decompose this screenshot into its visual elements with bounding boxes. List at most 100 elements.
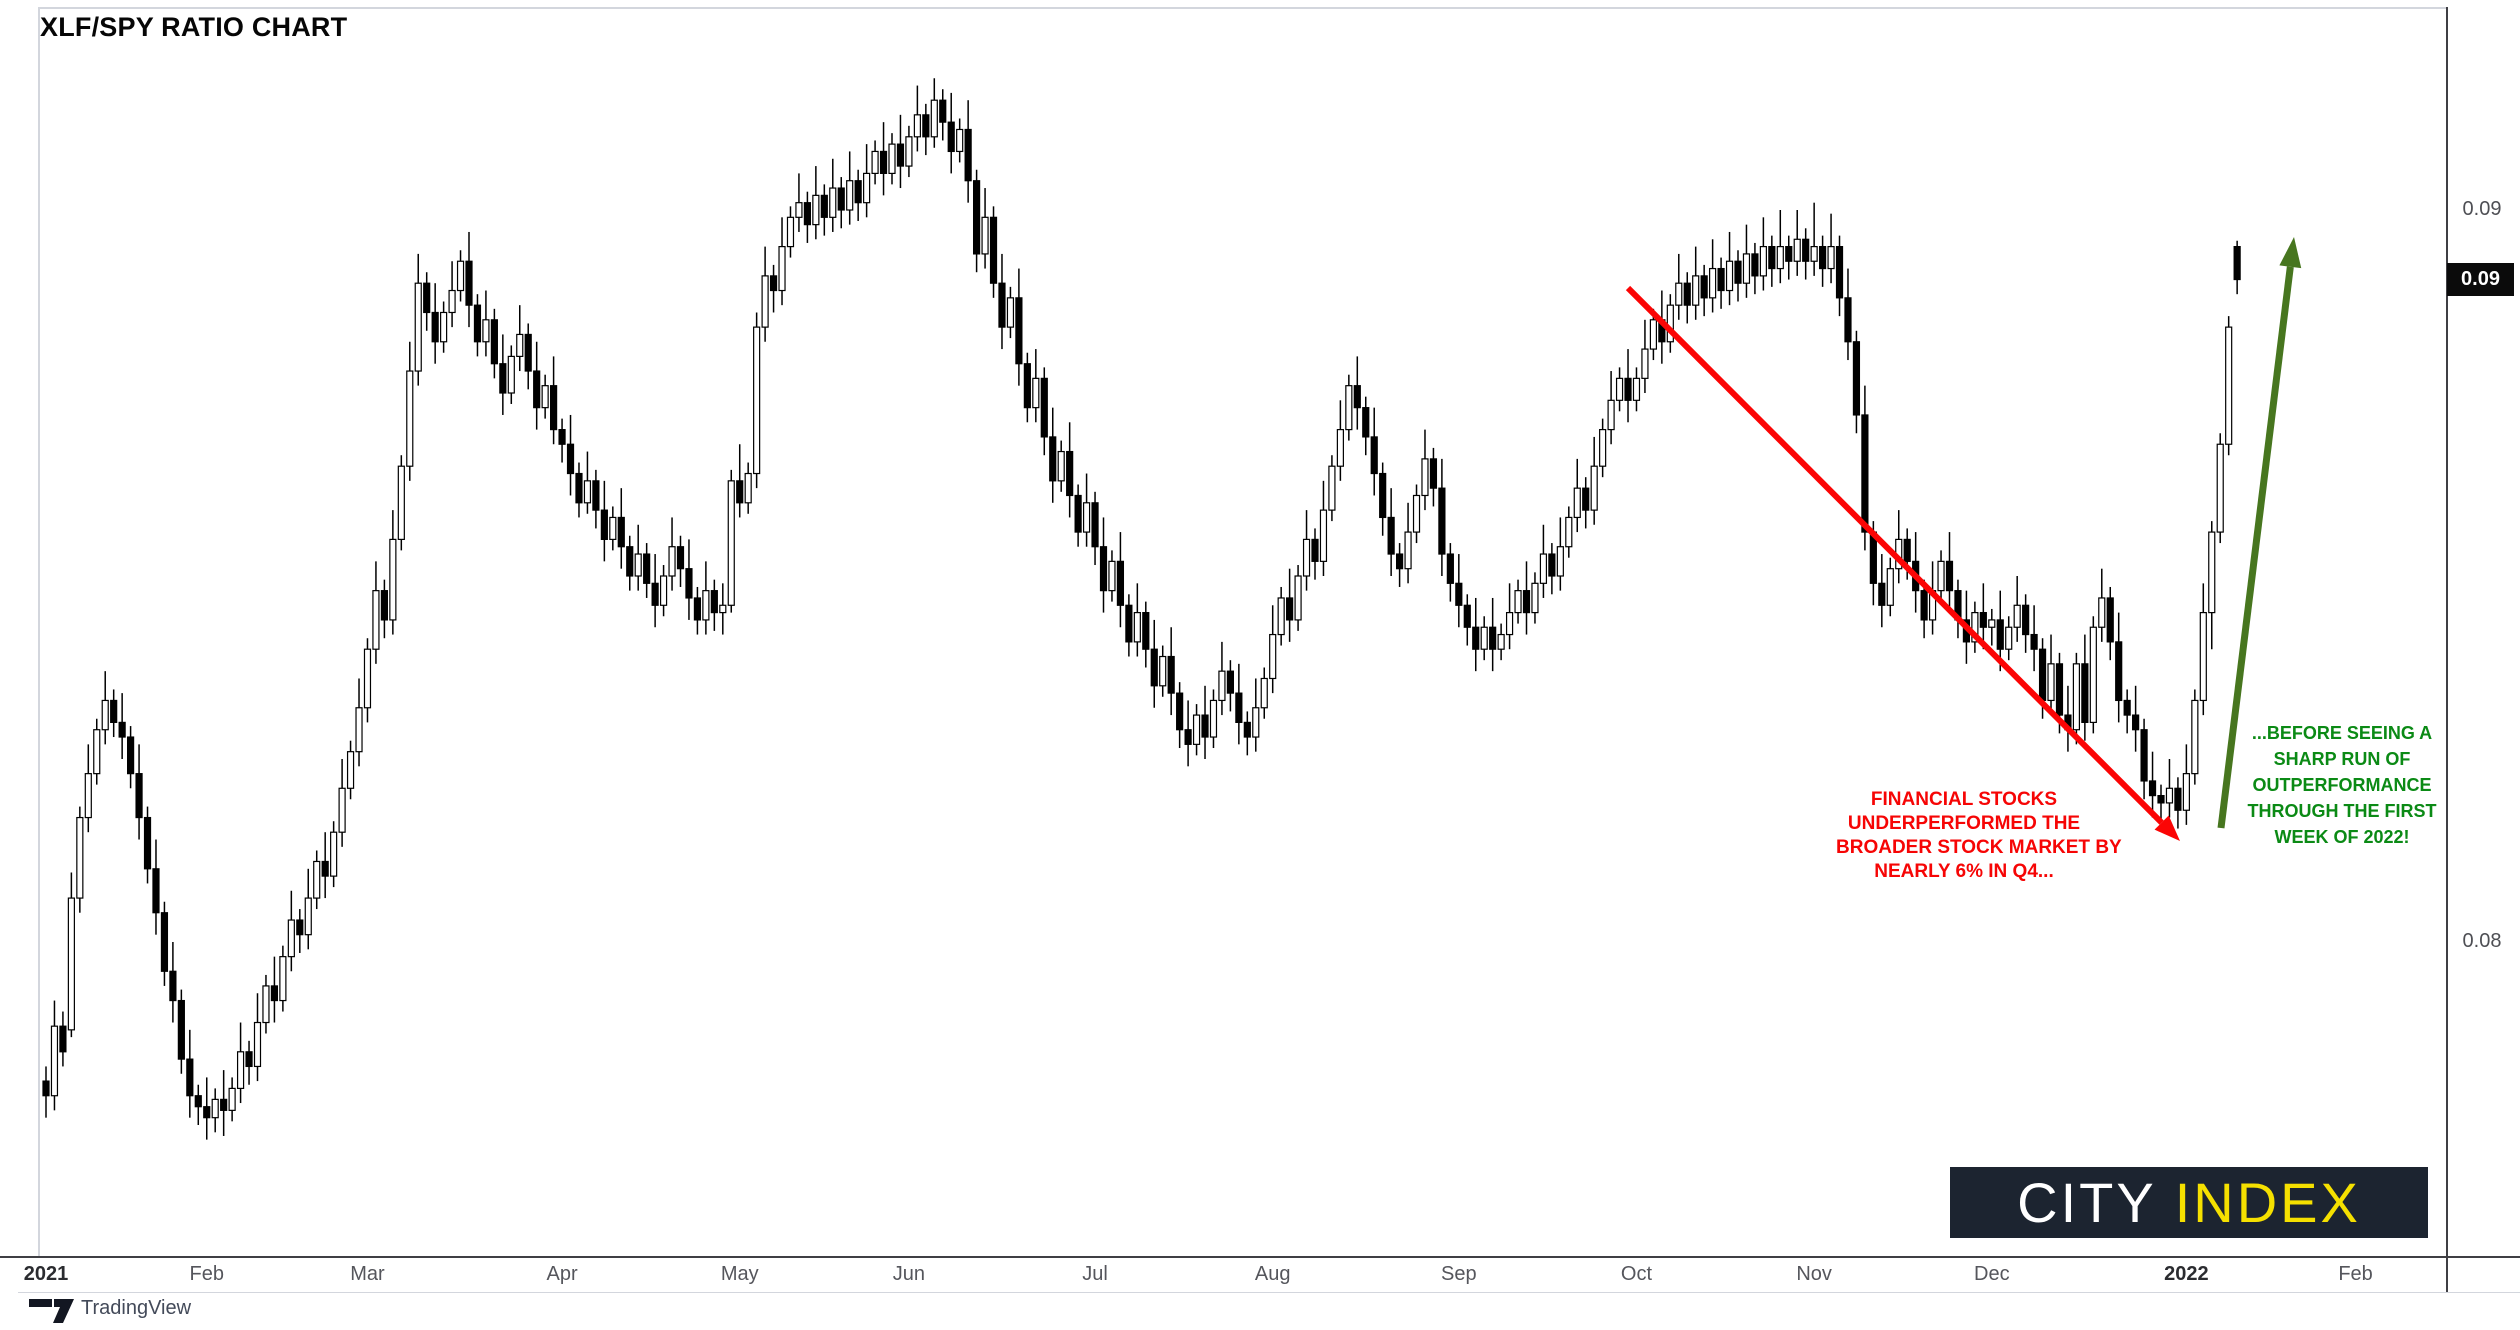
- outperformance-note[interactable]: ...BEFORE SEEING A SHARP RUN OF OUTPERFO…: [2240, 720, 2444, 850]
- candle-body: [981, 216, 989, 255]
- candle-body: [1049, 436, 1057, 482]
- candle-body: [1599, 429, 1607, 467]
- candle-body: [2216, 443, 2224, 533]
- candle-body: [583, 480, 592, 504]
- city-index-logo: CITY INDEX: [1950, 1167, 2428, 1238]
- candle-body: [101, 699, 109, 731]
- candle-body: [1607, 399, 1615, 431]
- candle-body: [1252, 707, 1260, 738]
- candle-body: [930, 99, 938, 138]
- candle-body: [592, 480, 600, 511]
- candle-body: [2098, 597, 2106, 628]
- candle-body: [1032, 377, 1040, 409]
- candle-body: [1632, 377, 1641, 401]
- candle-body: [296, 919, 304, 936]
- candle-body: [2055, 663, 2064, 716]
- candle-body: [769, 275, 778, 292]
- tradingview-icon[interactable]: [29, 1299, 75, 1325]
- candle-body: [1514, 590, 1522, 614]
- candle-body: [676, 546, 685, 570]
- candle-body: [1827, 246, 1835, 270]
- candle-body: [431, 311, 439, 343]
- candle-body: [2030, 633, 2038, 650]
- candle-body: [313, 860, 321, 899]
- candle-body: [1590, 465, 1598, 511]
- candle-body: [956, 128, 964, 153]
- candle-body: [1150, 648, 1158, 687]
- candle-body: [363, 648, 372, 709]
- candle-body: [964, 128, 972, 182]
- candle-body: [1641, 348, 1649, 379]
- candle-body: [1099, 546, 1108, 592]
- candle-body: [1235, 692, 1243, 723]
- candle-body: [2208, 531, 2216, 614]
- candle-body: [693, 597, 702, 621]
- candle-body: [465, 260, 473, 306]
- note-line: UNDERPERFORMED THE: [1847, 813, 2081, 834]
- red-trend-arrow[interactable]: [1625, 285, 2164, 825]
- candle-body: [1971, 611, 1979, 643]
- tradingview-label[interactable]: TradingView: [81, 1297, 192, 1319]
- candle-body: [1725, 260, 1734, 292]
- candle-body: [1683, 282, 1691, 306]
- candle-body: [1582, 487, 1590, 511]
- candle-body: [1269, 633, 1277, 680]
- candle-body: [1116, 560, 1125, 606]
- candle-body: [2132, 714, 2140, 731]
- city-index-logo-city: CITY: [2017, 1171, 2157, 1234]
- candle-body: [1082, 502, 1091, 533]
- candle-body: [812, 194, 820, 226]
- candle-body: [1395, 553, 1404, 570]
- time-axis[interactable]: 2021 Feb Mar Apr May Jun Jul Aug Sep Oct Nov Dec 202…: [0, 1259, 2520, 1292]
- candle-body: [719, 604, 727, 614]
- candle-body: [2191, 699, 2199, 775]
- candle-body: [541, 385, 549, 409]
- candle-body: [473, 304, 482, 343]
- candle-body: [338, 787, 346, 833]
- candle-body: [194, 1095, 202, 1108]
- candle-body: [1133, 611, 1141, 643]
- green-trend-arrow[interactable]: [2217, 266, 2294, 829]
- x-axis-label: Oct: [1620, 1263, 1653, 1285]
- candle-body: [668, 546, 676, 577]
- note-line: ...BEFORE SEEING A: [2251, 723, 2433, 743]
- candle-body: [1802, 238, 1810, 262]
- candle-body: [1709, 267, 1717, 299]
- candle-body: [1066, 450, 1074, 497]
- candle-body: [659, 575, 668, 606]
- candle-body: [575, 472, 583, 504]
- underperformance-note[interactable]: FINANCIAL STOCKS UNDERPERFORMED THE BROA…: [1836, 788, 2122, 884]
- candle-body: [846, 180, 854, 211]
- candle-body: [1835, 246, 1844, 299]
- candle-body: [110, 699, 118, 724]
- candle-body: [1852, 341, 1861, 416]
- candle-body: [922, 114, 930, 138]
- x-axis-label: Feb: [2338, 1263, 2373, 1285]
- candle-body: [1209, 699, 1218, 738]
- candle-body: [600, 509, 608, 540]
- candle-body: [211, 1098, 219, 1119]
- x-axis-label: Feb: [189, 1263, 224, 1285]
- candle-body: [1362, 407, 1370, 438]
- candle-body: [533, 370, 541, 409]
- candle-body: [609, 516, 617, 541]
- candle-body: [1294, 575, 1302, 621]
- candle-body: [2225, 326, 2233, 445]
- candle-body: [2022, 604, 2030, 636]
- candle-body: [93, 729, 101, 775]
- candle-body: [2089, 626, 2097, 723]
- candle-body: [1886, 568, 1894, 606]
- candle-body: [50, 1025, 59, 1097]
- candle-body: [1336, 429, 1344, 467]
- candle-body: [1878, 582, 1886, 606]
- candle-body: [220, 1098, 228, 1111]
- candle-body: [634, 553, 642, 577]
- candle-body: [939, 99, 947, 123]
- candle-body: [126, 736, 135, 775]
- note-line: WEEK OF 2022!: [2274, 827, 2410, 847]
- candle-body: [896, 143, 905, 167]
- x-axis-label: Jun: [892, 1263, 926, 1285]
- candle-body: [1387, 516, 1395, 555]
